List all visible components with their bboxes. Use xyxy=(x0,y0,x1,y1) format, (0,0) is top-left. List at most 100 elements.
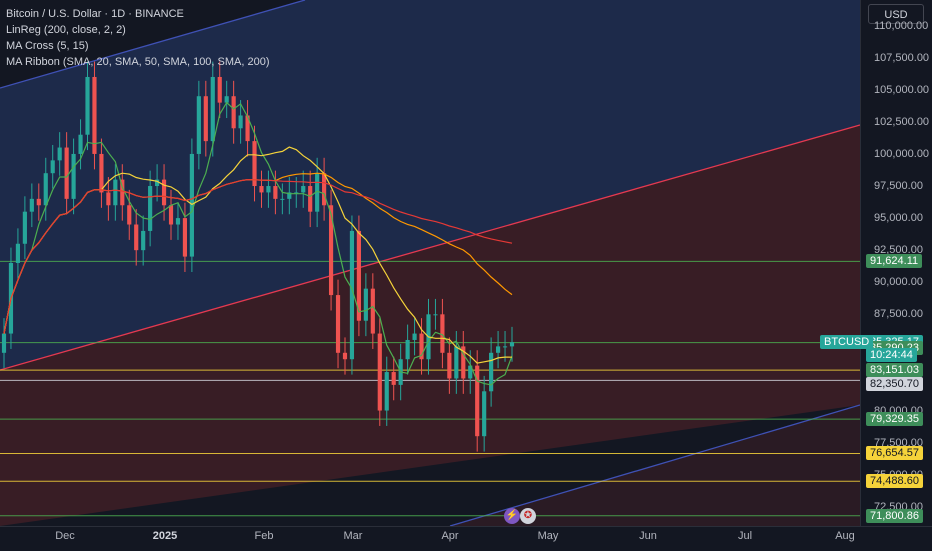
candle xyxy=(440,314,445,353)
time-tick-label: May xyxy=(537,530,559,542)
candle xyxy=(106,192,111,206)
chart-legend: Bitcoin / U.S. Dollar · 1D · BINANCE Lin… xyxy=(6,6,270,70)
bar-countdown: 10:24:44 xyxy=(866,348,917,363)
time-tick-label: Aug xyxy=(835,530,855,542)
ma-ribbon-100-line xyxy=(3,178,513,334)
candle xyxy=(342,352,348,360)
candle xyxy=(412,333,417,340)
price-tick-label: 110,000.00 xyxy=(874,19,929,32)
candle xyxy=(113,179,118,206)
candle xyxy=(64,147,69,199)
candle xyxy=(461,346,466,379)
price-level-badge: 82,350.70 xyxy=(866,377,923,392)
candle xyxy=(370,288,375,334)
candle xyxy=(315,173,320,212)
candle xyxy=(57,147,62,161)
candle xyxy=(36,198,41,206)
candle xyxy=(217,76,222,103)
linreg-upper-band xyxy=(0,0,860,370)
candle xyxy=(280,198,285,200)
us-flag-event-icon[interactable]: ✪ xyxy=(520,508,536,524)
price-chart[interactable] xyxy=(0,0,861,527)
price-tick-label: 95,000.00 xyxy=(874,212,923,225)
candle xyxy=(203,96,208,142)
price-tick-label: 90,000.00 xyxy=(874,276,923,289)
candle xyxy=(335,295,341,353)
time-tick-label: Jul xyxy=(737,530,753,542)
time-tick-label: Apr xyxy=(441,530,459,542)
price-tick-label: 102,500.00 xyxy=(874,115,930,128)
candle xyxy=(433,314,438,316)
candle xyxy=(120,179,125,206)
candle xyxy=(405,339,410,360)
candle xyxy=(384,372,389,411)
legend-title: Bitcoin / U.S. Dollar · 1D · BINANCE xyxy=(6,8,184,20)
candle xyxy=(43,173,48,206)
price-tick-label: 87,500.00 xyxy=(874,308,923,321)
candle xyxy=(238,115,243,129)
price-level-badge: 79,329.35 xyxy=(866,412,923,427)
chart-canvas[interactable] xyxy=(0,0,861,527)
legend-indicator-ma-ribbon[interactable]: MA Ribbon (SMA, 20, SMA, 50, SMA, 100, S… xyxy=(6,56,270,68)
candle xyxy=(210,76,215,142)
ma-cross-fast-line xyxy=(3,101,513,386)
candle xyxy=(482,391,487,437)
linreg-mid-line xyxy=(0,124,861,371)
candle xyxy=(182,218,188,257)
candle xyxy=(50,160,55,174)
currency-selector[interactable]: USD xyxy=(868,4,924,24)
price-tick-label: 107,500.00 xyxy=(874,51,930,64)
symbol-badge: BTCUSD xyxy=(820,335,874,350)
candle xyxy=(322,173,327,206)
price-level-badge: 83,151.03 xyxy=(866,363,923,378)
price-level-badge: 71,800.86 xyxy=(866,508,923,523)
time-tick-label: Feb xyxy=(254,530,274,542)
candle xyxy=(391,372,396,385)
candle xyxy=(134,224,139,251)
candle xyxy=(266,186,271,193)
candle xyxy=(99,153,104,193)
candle xyxy=(189,153,194,257)
price-tick-label: 100,000.00 xyxy=(874,147,930,160)
time-tick-label: Jun xyxy=(639,530,657,542)
time-tick-label: Dec xyxy=(55,530,75,542)
candle xyxy=(92,76,97,154)
candle xyxy=(168,205,174,225)
candle xyxy=(78,134,83,154)
candle xyxy=(175,218,181,225)
candle xyxy=(294,192,299,194)
candle xyxy=(509,342,515,347)
candle xyxy=(161,179,167,206)
candle xyxy=(308,186,313,212)
candle xyxy=(489,352,494,392)
candle xyxy=(196,96,201,154)
candle xyxy=(15,243,21,263)
candle xyxy=(231,96,236,129)
candle xyxy=(127,205,132,225)
time-axis[interactable] xyxy=(0,526,932,551)
candle xyxy=(328,205,334,296)
candle xyxy=(71,153,76,199)
candle xyxy=(475,365,480,437)
time-tick-label: 2025 xyxy=(152,530,178,542)
candle xyxy=(259,186,264,193)
candle xyxy=(22,211,27,244)
candle xyxy=(1,333,7,353)
candle xyxy=(273,186,278,199)
candle xyxy=(468,365,473,379)
candle xyxy=(148,186,153,231)
candle xyxy=(363,288,368,321)
candle xyxy=(356,230,361,321)
candle xyxy=(301,186,306,193)
candle xyxy=(502,346,508,348)
candle xyxy=(141,230,146,251)
candle xyxy=(454,346,459,379)
time-tick-label: Mar xyxy=(343,530,363,542)
candle xyxy=(377,333,382,411)
lightning-event-icon[interactable]: ⚡ xyxy=(504,508,520,524)
legend-indicator-linreg[interactable]: LinReg (200, close, 2, 2) xyxy=(6,24,126,36)
legend-indicator-ma-cross[interactable]: MA Cross (5, 15) xyxy=(6,40,89,52)
candle xyxy=(85,76,90,135)
candle xyxy=(287,192,292,199)
price-level-badge: 76,654.57 xyxy=(866,446,923,461)
